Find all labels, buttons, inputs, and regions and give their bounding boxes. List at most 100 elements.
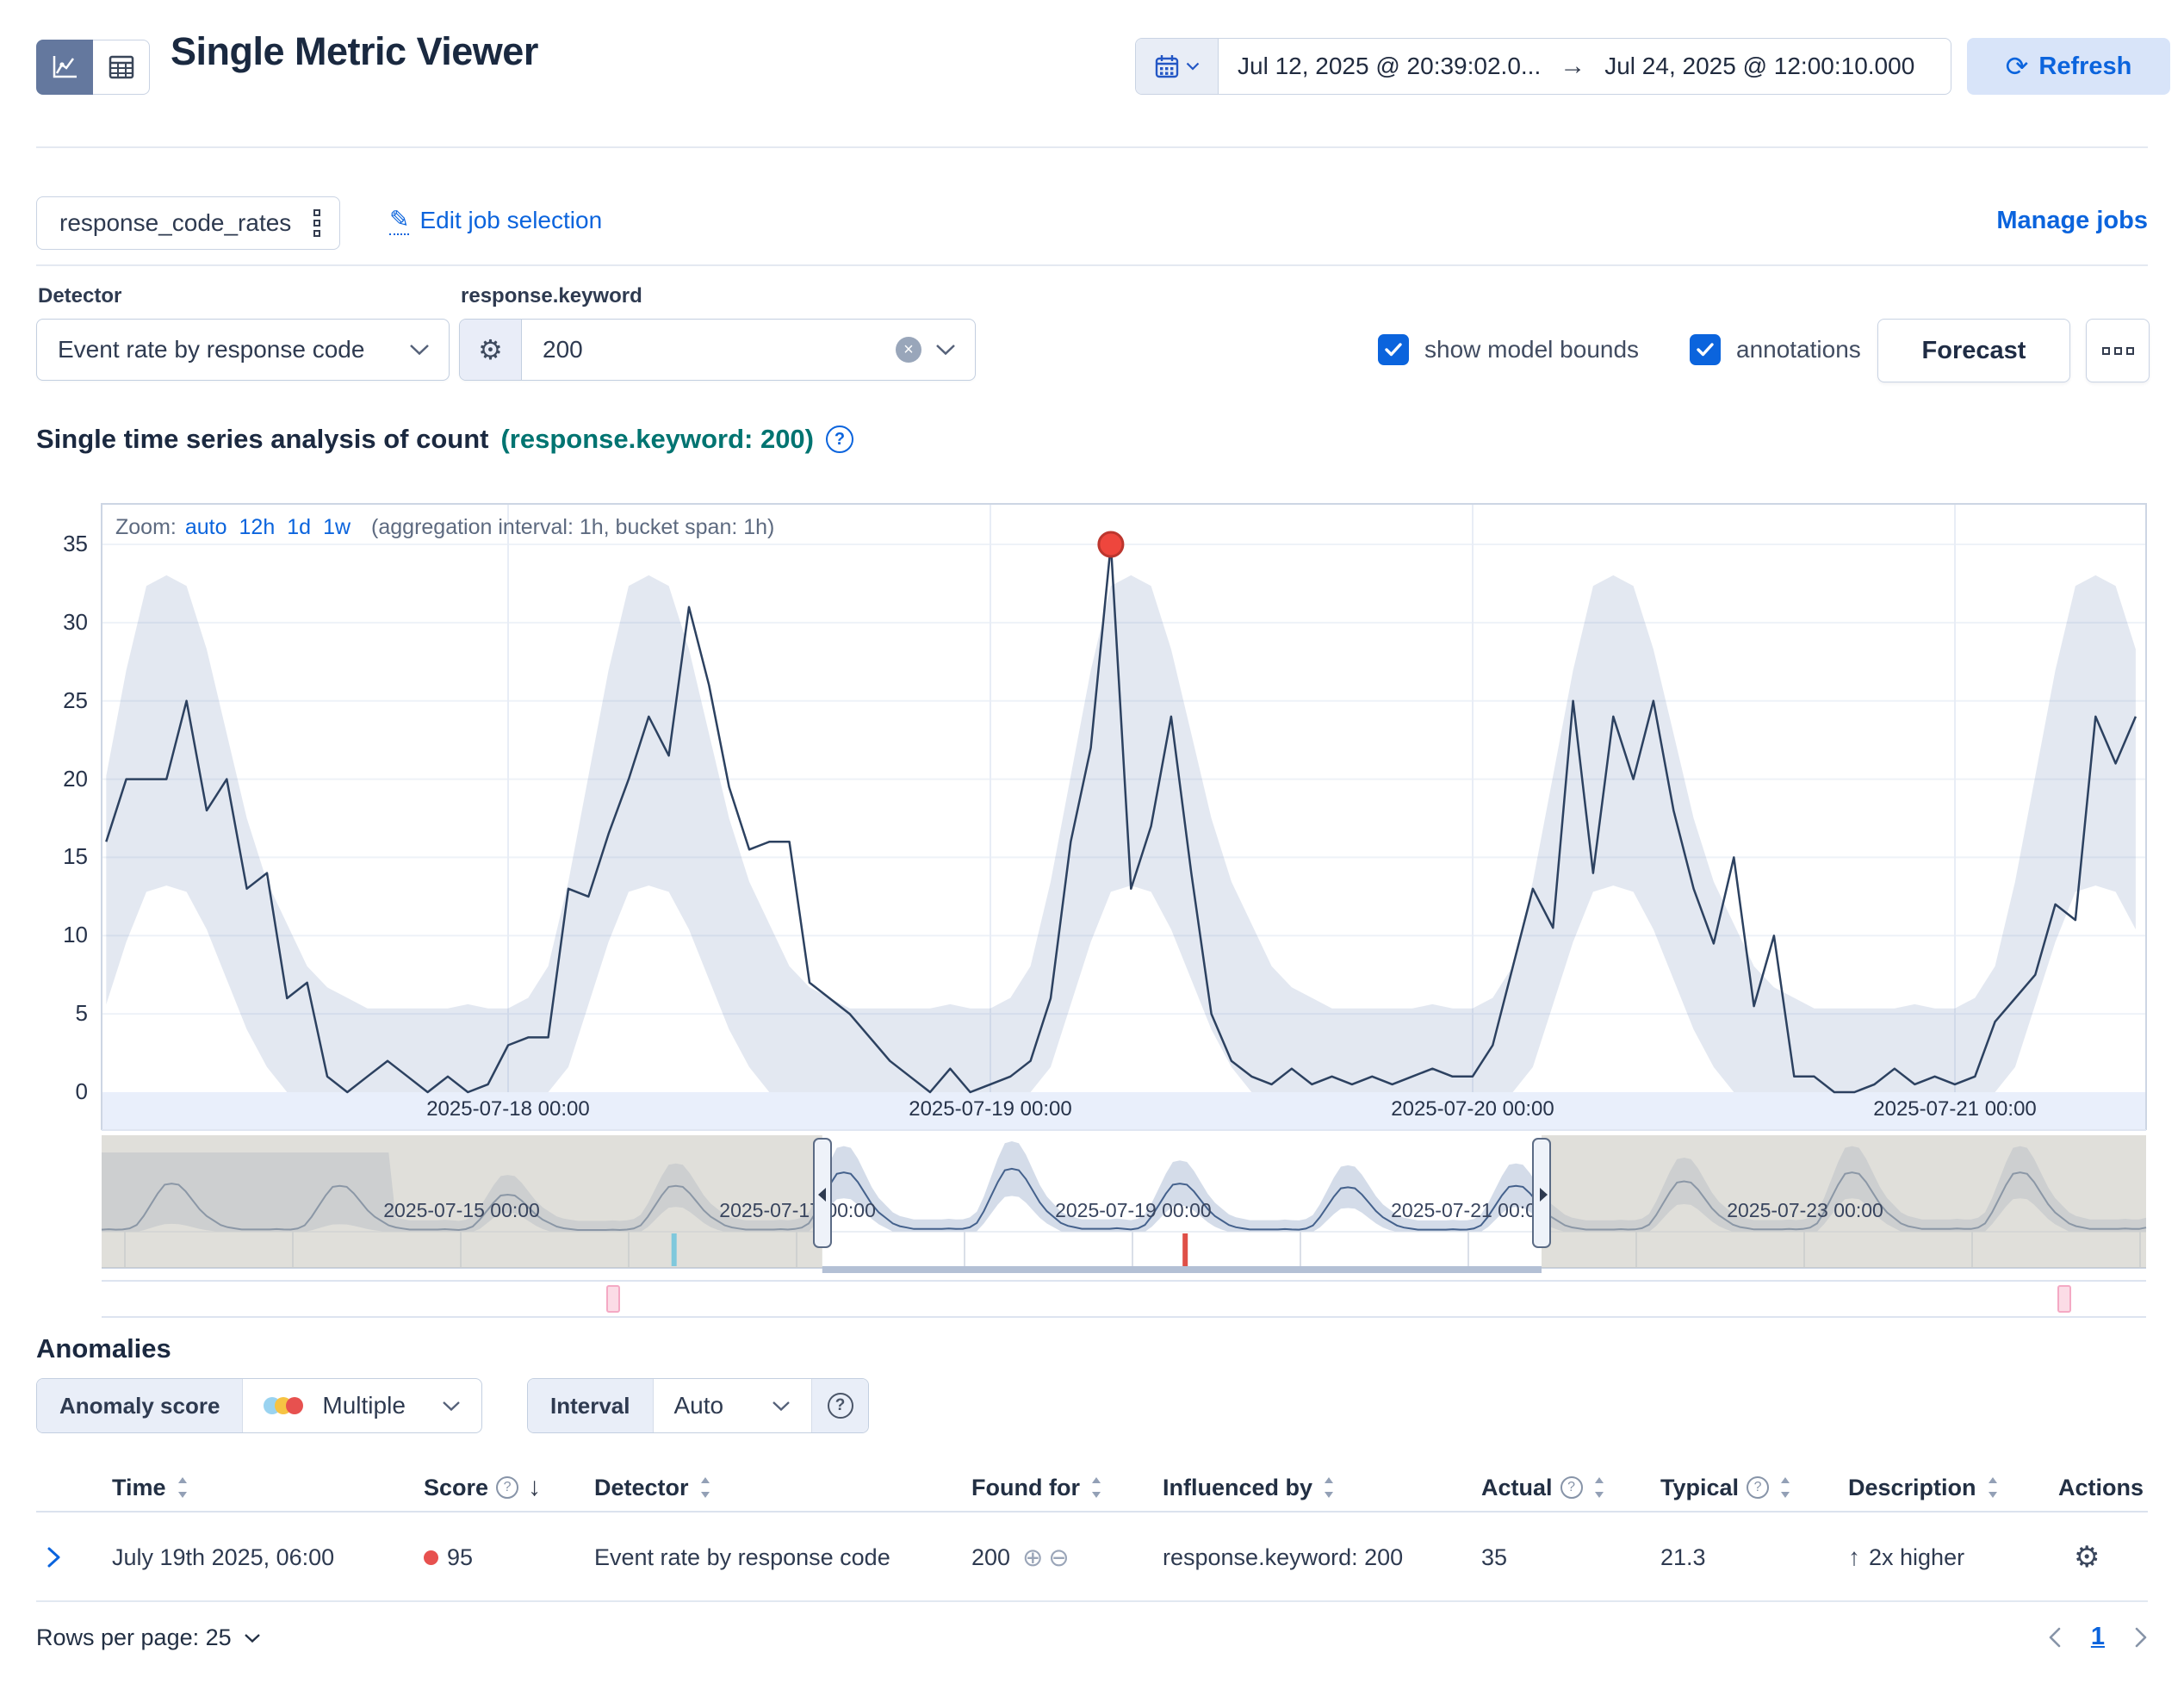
table-header-actions: Actions (2058, 1474, 2144, 1500)
table-view-button[interactable] (93, 40, 150, 95)
y-tick: 35 (63, 531, 88, 556)
brush-handle-right[interactable] (1532, 1138, 1551, 1248)
interval-help-button[interactable]: ? (811, 1379, 869, 1432)
quick-select-button[interactable] (1136, 39, 1219, 94)
clear-selection-icon[interactable]: × (896, 337, 921, 363)
x-tick: 2025-07-21 00:00 (1873, 1097, 2037, 1121)
manage-jobs-link[interactable]: Manage jobs (1996, 207, 2148, 234)
table-header-divider (36, 1511, 2148, 1513)
severity-multi-icon (264, 1393, 308, 1419)
edit-job-selection-label: Edit job selection (419, 207, 603, 234)
sorted-desc-icon: ↓ (528, 1473, 542, 1501)
x-tick: 2025-07-18 00:00 (426, 1097, 590, 1121)
previous-page-icon[interactable] (2048, 1626, 2062, 1649)
context-tick: 2025-07-21 00:00 (1391, 1199, 1548, 1221)
zoom-option-auto[interactable]: auto (184, 515, 227, 539)
refresh-button[interactable]: ⟳ Refresh (1967, 38, 2170, 95)
date-range-picker[interactable]: Jul 12, 2025 @ 20:39:02.0... → Jul 24, 2… (1135, 38, 1951, 95)
cell-time: July 19th 2025, 06:00 (112, 1544, 335, 1570)
entity-value: 200 (543, 336, 583, 363)
chart-section-header: Single time series analysis of count (re… (36, 424, 853, 455)
zoom-option-12h[interactable]: 12h (239, 515, 276, 539)
annotation-band[interactable] (102, 1280, 2146, 1318)
annotations-label[interactable]: annotations (1736, 336, 1861, 363)
cell-description: ↑ 2x higher (1848, 1523, 1964, 1592)
edit-job-selection-link[interactable]: ✎ Edit job selection (389, 206, 603, 235)
add-filter-icon[interactable]: ⊕ (1022, 1544, 1044, 1572)
date-end[interactable]: Jul 24, 2025 @ 12:00:10.000 (1604, 53, 1915, 79)
sort-icon (1777, 1475, 1794, 1500)
aggregation-info: (aggregation interval: 1h, bucket span: … (371, 515, 775, 539)
page-number-1[interactable]: 1 (2090, 1623, 2105, 1650)
annotation-marker[interactable] (605, 1285, 620, 1313)
interval-filter[interactable]: Interval Auto ? (527, 1378, 870, 1433)
model-bounds-label[interactable]: show model bounds (1424, 336, 1640, 363)
context-tick: 2025-07-15 00:00 (383, 1199, 540, 1221)
table-header-typical[interactable]: Typical? (1660, 1464, 1794, 1511)
annotations-checkbox[interactable] (1690, 334, 1721, 365)
table-header-detector[interactable]: Detector (594, 1464, 714, 1511)
sort-icon (1591, 1475, 1608, 1500)
column-help-icon[interactable]: ? (1747, 1476, 1770, 1499)
severity-dot-icon (424, 1550, 438, 1565)
cell-influenced-by: response.keyword: 200 (1163, 1544, 1404, 1570)
rows-per-page-button[interactable]: Rows per page: 25 (36, 1624, 261, 1651)
sort-icon (1320, 1475, 1337, 1500)
chevron-down-icon (772, 1401, 790, 1411)
job-row-divider (36, 264, 2148, 266)
main-chart-area[interactable] (102, 504, 2146, 1092)
brush-handle-left[interactable] (812, 1138, 832, 1248)
chevron-down-icon (244, 1633, 260, 1643)
zoom-options: auto 12h 1d 1w (185, 515, 351, 540)
cell-typical: 21.3 (1660, 1544, 1706, 1570)
y-tick: 25 (63, 686, 88, 713)
severity-filter[interactable]: Anomaly score Multiple (36, 1378, 482, 1433)
y-tick: 20 (63, 765, 88, 792)
severity-filter-value: Multiple (322, 1392, 406, 1419)
detector-select[interactable]: Event rate by response code (36, 319, 450, 381)
remove-filter-icon[interactable]: ⊖ (1048, 1544, 1070, 1572)
view-toggle-group (36, 40, 150, 95)
column-help-icon[interactable]: ? (496, 1476, 519, 1499)
date-start[interactable]: Jul 12, 2025 @ 20:39:02.0... (1238, 53, 1542, 79)
annotation-marker[interactable] (2057, 1285, 2072, 1313)
next-page-icon[interactable] (2134, 1626, 2148, 1649)
forecast-button[interactable]: Forecast (1877, 319, 2070, 382)
detector-label: Detector (38, 284, 122, 307)
entity-combobox[interactable]: ⚙ 200 × (459, 319, 976, 381)
annotations-toggle: annotations (1690, 334, 1861, 365)
pencil-icon: ✎ (389, 206, 410, 235)
severity-filter-label: Anomaly score (37, 1379, 244, 1432)
cell-actual: 35 (1481, 1544, 1508, 1570)
help-icon[interactable]: ? (826, 426, 853, 453)
x-tick: 2025-07-20 00:00 (1391, 1097, 1554, 1121)
entity-config-button[interactable]: ⚙ (460, 320, 522, 380)
zoom-bar: Zoom: auto 12h 1d 1w (aggregation interval:… (115, 515, 774, 540)
zoom-option-1w[interactable]: 1w (323, 515, 351, 539)
sort-icon (697, 1475, 714, 1500)
arrow-up-icon: ↑ (1848, 1544, 1860, 1570)
table-header-actual[interactable]: Actual? (1481, 1464, 1608, 1511)
kebab-menu-icon[interactable] (310, 209, 339, 237)
model-bounds-toggle: show model bounds (1378, 334, 1639, 365)
y-tick: 10 (63, 922, 88, 948)
expand-row-button[interactable] (47, 1523, 62, 1592)
row-actions-gear-icon[interactable]: ⚙ (2074, 1541, 2100, 1574)
more-actions-button[interactable] (2086, 319, 2150, 382)
entity-label: response.keyword (461, 284, 642, 307)
refresh-label: Refresh (2038, 52, 2132, 80)
table-header-time[interactable]: Time (112, 1464, 191, 1511)
table-header-score[interactable]: Score? ↓ (424, 1473, 542, 1501)
calendar-icon (1155, 55, 1179, 78)
rows-per-page-label: Rows per page: 25 (36, 1624, 232, 1650)
table-header-found-for[interactable]: Found for (971, 1464, 1105, 1511)
column-help-icon[interactable]: ? (1560, 1476, 1583, 1499)
job-badge[interactable]: response_code_rates (36, 196, 341, 250)
table-header-influenced-by[interactable]: Influenced by (1163, 1464, 1337, 1511)
model-bounds-checkbox[interactable] (1378, 334, 1409, 365)
header-divider (36, 146, 2148, 148)
table-header-description[interactable]: Description (1848, 1464, 2001, 1511)
chart-view-button[interactable] (36, 40, 93, 95)
zoom-option-1d[interactable]: 1d (287, 515, 312, 539)
